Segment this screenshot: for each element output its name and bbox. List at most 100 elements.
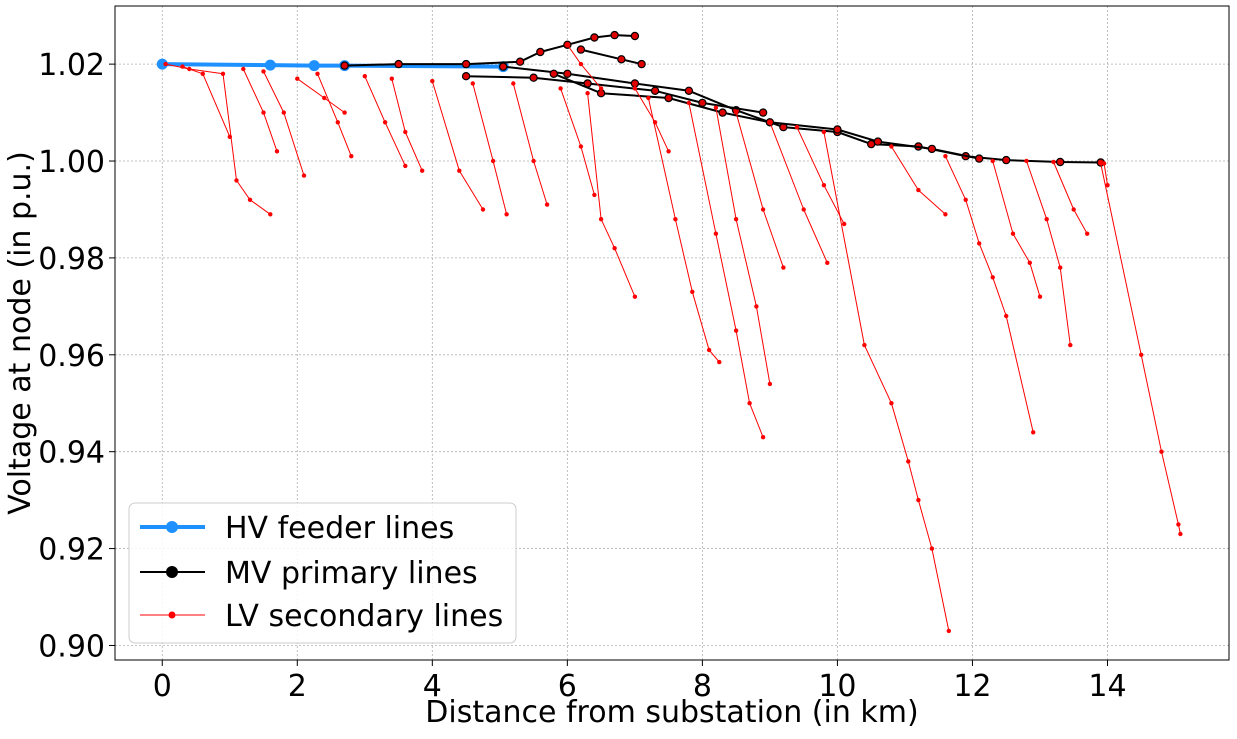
data-point bbox=[457, 168, 462, 173]
data-point bbox=[906, 459, 911, 464]
series-line bbox=[391, 78, 423, 171]
data-point bbox=[268, 212, 273, 217]
data-point bbox=[1004, 313, 1009, 319]
series-line bbox=[688, 102, 764, 438]
series-lv bbox=[163, 42, 1183, 634]
legend-label-mv: MV primary lines bbox=[225, 556, 478, 591]
data-point bbox=[889, 401, 894, 406]
data-point bbox=[1085, 231, 1090, 236]
data-point bbox=[833, 125, 842, 134]
data-point bbox=[349, 154, 354, 159]
data-point bbox=[794, 124, 800, 130]
data-point bbox=[977, 241, 982, 246]
series-line bbox=[242, 68, 278, 152]
series-hv bbox=[156, 58, 509, 73]
data-point bbox=[1071, 207, 1076, 212]
data-point bbox=[754, 304, 759, 309]
data-point bbox=[889, 144, 894, 149]
data-point bbox=[461, 59, 471, 69]
y-tick-label: 1.00 bbox=[38, 145, 105, 180]
data-point bbox=[156, 58, 168, 70]
data-point bbox=[592, 192, 597, 198]
axis-ticks: 0 2 4 6 8 10 12 14 0.90 0.92 0.94 0.96 0.98 1.00 1.02 bbox=[38, 48, 1126, 704]
x-tick-label: 4 bbox=[423, 669, 442, 704]
data-point bbox=[220, 71, 226, 77]
series-line bbox=[182, 66, 231, 137]
data-point bbox=[511, 81, 516, 86]
data-point bbox=[630, 31, 640, 41]
data-point bbox=[946, 628, 951, 634]
data-point bbox=[713, 105, 719, 110]
series-line bbox=[472, 83, 508, 215]
data-point bbox=[1105, 183, 1110, 188]
data-point bbox=[617, 55, 626, 64]
data-point bbox=[1044, 217, 1049, 222]
data-point bbox=[596, 88, 606, 98]
data-point bbox=[227, 134, 232, 139]
data-point bbox=[382, 120, 388, 125]
data-point bbox=[420, 168, 425, 173]
data-point bbox=[480, 207, 486, 212]
data-point bbox=[684, 86, 694, 96]
data-point bbox=[295, 76, 300, 81]
data-point bbox=[578, 144, 584, 149]
data-point bbox=[308, 60, 320, 72]
data-point bbox=[781, 265, 786, 270]
series-mv bbox=[340, 30, 1105, 167]
data-point bbox=[461, 71, 471, 81]
data-point bbox=[576, 45, 586, 54]
data-point bbox=[990, 158, 995, 164]
data-point bbox=[646, 95, 651, 101]
data-point bbox=[301, 173, 307, 178]
data-point bbox=[565, 42, 570, 47]
data-point bbox=[760, 435, 766, 440]
data-point bbox=[563, 69, 572, 79]
data-point bbox=[342, 110, 347, 115]
data-point bbox=[758, 108, 768, 117]
data-point bbox=[733, 110, 739, 115]
data-point bbox=[1101, 161, 1107, 166]
data-point bbox=[673, 217, 678, 222]
data-point bbox=[1024, 158, 1029, 164]
series-line bbox=[580, 48, 642, 66]
series-line bbox=[512, 83, 548, 205]
data-point bbox=[916, 187, 921, 193]
data-point bbox=[821, 129, 827, 135]
x-tick-label: 14 bbox=[1088, 669, 1126, 704]
data-point bbox=[264, 59, 276, 71]
x-tick-label: 0 bbox=[153, 669, 172, 704]
data-point bbox=[650, 86, 660, 96]
data-point bbox=[943, 212, 948, 217]
data-point bbox=[1037, 294, 1043, 299]
data-point bbox=[632, 294, 638, 299]
x-tick-label: 8 bbox=[693, 669, 712, 704]
series-line bbox=[263, 71, 305, 176]
legend-marker-mv bbox=[166, 566, 178, 578]
x-tick-label: 2 bbox=[288, 669, 307, 704]
legend-entry-lv: LV secondary lines bbox=[140, 599, 503, 634]
data-point bbox=[274, 149, 280, 154]
data-point bbox=[234, 178, 239, 183]
data-point bbox=[504, 212, 509, 217]
data-point bbox=[241, 66, 246, 72]
data-point bbox=[247, 197, 253, 202]
data-point bbox=[916, 497, 921, 503]
data-point bbox=[470, 81, 475, 86]
series-line bbox=[431, 80, 484, 210]
series-line bbox=[944, 155, 1034, 433]
data-point bbox=[943, 154, 948, 159]
data-point bbox=[403, 129, 408, 135]
data-point bbox=[630, 79, 640, 88]
data-point bbox=[315, 71, 320, 77]
y-tick-label: 0.98 bbox=[38, 242, 105, 277]
plot-frame bbox=[114, 5, 1230, 661]
legend-marker-hv bbox=[166, 521, 178, 533]
data-point bbox=[1010, 231, 1016, 236]
series-line bbox=[503, 65, 1101, 164]
data-point bbox=[767, 381, 773, 387]
data-point bbox=[163, 61, 168, 67]
series-line bbox=[1100, 163, 1181, 535]
data-point bbox=[430, 78, 435, 84]
data-point bbox=[637, 59, 646, 69]
data-point bbox=[490, 158, 496, 164]
